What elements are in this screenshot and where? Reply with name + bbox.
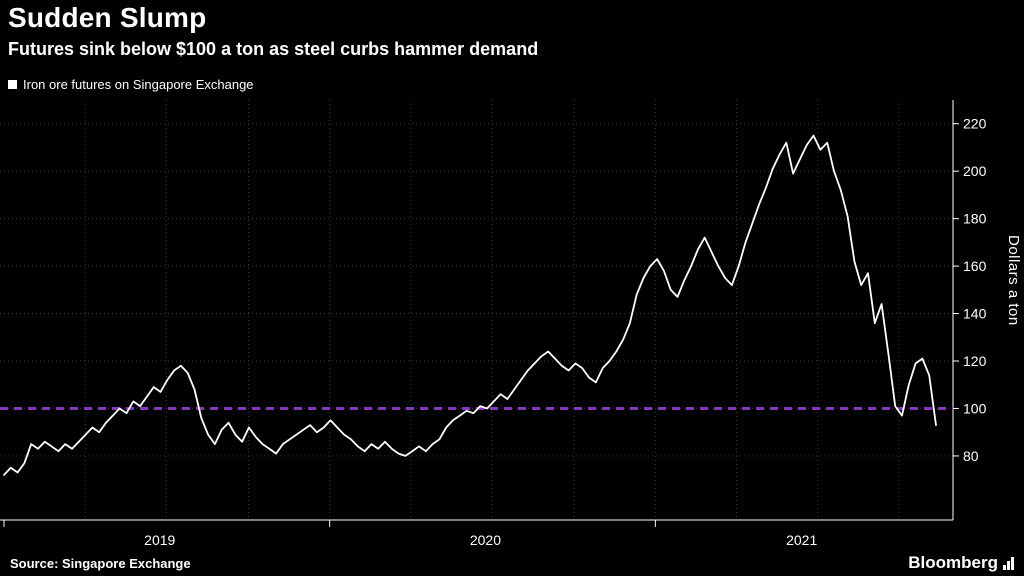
svg-text:140: 140	[963, 306, 987, 322]
bloomberg-chart-icon	[1003, 556, 1014, 570]
svg-text:180: 180	[963, 211, 987, 227]
price-line-chart: 80 100 120 140 160 180 200 220 2019 2020 2021	[0, 100, 987, 548]
chart-subtitle: Futures sink below $100 a ton as steel c…	[8, 39, 539, 59]
legend-marker-icon	[8, 80, 17, 89]
svg-text:2019: 2019	[144, 532, 175, 548]
bloomberg-logo: Bloomberg	[908, 553, 1014, 573]
svg-text:200: 200	[963, 163, 987, 179]
source-note: Source: Singapore Exchange	[10, 555, 191, 571]
bloomberg-wordmark: Bloomberg	[908, 553, 998, 572]
chart-title: Sudden Slump	[8, 2, 207, 33]
svg-text:120: 120	[963, 353, 987, 369]
svg-text:160: 160	[963, 258, 987, 274]
svg-text:100: 100	[963, 400, 987, 416]
svg-text:220: 220	[963, 116, 987, 132]
svg-text:2021: 2021	[786, 532, 817, 548]
legend: Iron ore futures on Singapore Exchange	[8, 77, 254, 92]
svg-text:2020: 2020	[470, 532, 501, 548]
svg-text:80: 80	[963, 448, 979, 464]
legend-label: Iron ore futures on Singapore Exchange	[23, 77, 254, 92]
footer: Source: Singapore Exchange Bloomberg	[0, 550, 1024, 576]
y-axis-title: Dollars a ton	[1005, 235, 1022, 326]
